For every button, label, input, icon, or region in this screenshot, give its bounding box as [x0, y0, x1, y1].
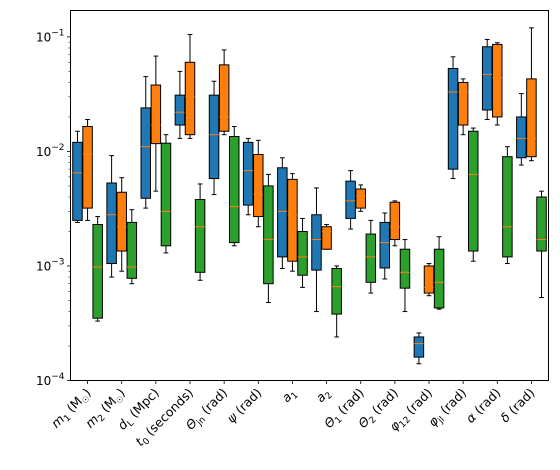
iqr-box	[467, 130, 479, 252]
iqr-box	[140, 107, 152, 199]
box-3-2	[126, 209, 138, 285]
series-1	[72, 38, 527, 365]
box-3-12	[467, 127, 479, 262]
iqr-box	[160, 142, 172, 247]
box-3-10	[399, 239, 411, 313]
box-1-11	[413, 332, 425, 365]
box-3-8	[331, 265, 342, 338]
box-1-10	[379, 212, 391, 280]
iqr-box	[253, 154, 264, 218]
iqr-box	[277, 167, 288, 258]
iqr-box	[218, 64, 230, 132]
box-3-11	[433, 236, 445, 310]
box-1-4	[174, 70, 186, 139]
iqr-box	[345, 180, 356, 219]
iqr-box	[423, 265, 435, 294]
iqr-box	[311, 214, 322, 271]
iqr-box	[516, 116, 527, 159]
iqr-box	[413, 336, 425, 358]
iqr-box	[72, 141, 83, 221]
iqr-box	[228, 136, 240, 244]
iqr-box	[297, 230, 308, 276]
iqr-box	[433, 248, 445, 309]
iqr-box	[447, 67, 459, 170]
iqr-box	[331, 268, 342, 315]
box-3-9	[365, 219, 377, 294]
iqr-box	[526, 78, 537, 158]
box-2-3	[150, 55, 162, 192]
box-3-5	[228, 126, 240, 247]
iqr-box	[502, 156, 513, 258]
box-2-6	[253, 139, 264, 228]
boxes-layer	[72, 27, 547, 365]
iqr-box	[379, 221, 391, 269]
box-1-6	[242, 137, 254, 216]
y-tick-label-3: 10−2	[36, 143, 65, 159]
box-2-11	[423, 263, 435, 297]
iqr-box	[116, 191, 127, 252]
box-1-5	[208, 80, 220, 196]
box-1-1	[72, 130, 83, 223]
iqr-box	[481, 46, 493, 111]
box-3-7	[297, 217, 308, 288]
iqr-box	[355, 188, 366, 209]
iqr-box	[208, 94, 220, 180]
y-tick-label-1: 10−4	[36, 372, 65, 388]
box-1-7	[277, 157, 288, 270]
iqr-box	[399, 248, 411, 289]
iqr-box	[184, 61, 196, 136]
iqr-box	[126, 221, 138, 279]
box-1-13	[481, 38, 493, 121]
box-2-12	[457, 78, 469, 136]
box-2-9	[355, 184, 366, 212]
box-1-2	[106, 155, 117, 278]
series-2	[82, 27, 537, 297]
y-tick-label-4: 10−1	[36, 28, 65, 44]
iqr-box	[457, 81, 469, 126]
box-3-6	[263, 173, 274, 303]
iqr-box	[536, 196, 547, 252]
box-1-3	[140, 76, 152, 209]
box-1-9	[345, 170, 356, 230]
box-2-14	[526, 27, 537, 162]
iqr-box	[365, 233, 377, 283]
iqr-box	[174, 94, 186, 126]
iqr-box	[263, 185, 274, 285]
box-2-5	[218, 49, 230, 136]
box-2-8	[321, 224, 332, 250]
box-2-13	[492, 42, 503, 126]
iqr-box	[92, 224, 103, 319]
iqr-box	[321, 226, 332, 250]
iqr-box	[82, 126, 93, 209]
box-3-3	[160, 134, 172, 254]
series-3	[92, 126, 547, 338]
iqr-box	[194, 199, 206, 273]
iqr-box	[150, 84, 162, 145]
box-2-7	[287, 173, 298, 272]
iqr-box	[106, 182, 117, 265]
iqr-box	[287, 178, 298, 262]
box-2-1	[82, 119, 93, 221]
box-3-1	[92, 216, 103, 322]
plot-frame	[70, 10, 549, 381]
box-2-2	[116, 177, 127, 272]
box-3-13	[502, 146, 513, 265]
y-axis: 10−4 10−3 10−2 10−1	[36, 28, 71, 388]
box-1-14	[516, 93, 527, 166]
box-1-8	[311, 187, 322, 313]
iqr-box	[242, 141, 254, 206]
box-3-14	[536, 190, 547, 299]
box-1-12	[447, 56, 459, 180]
iqr-box	[389, 201, 401, 241]
box-2-4	[184, 33, 196, 139]
box-3-4	[194, 183, 206, 281]
y-tick-label-2: 10−3	[36, 257, 65, 273]
box-2-10	[389, 200, 401, 247]
iqr-box	[492, 43, 503, 118]
